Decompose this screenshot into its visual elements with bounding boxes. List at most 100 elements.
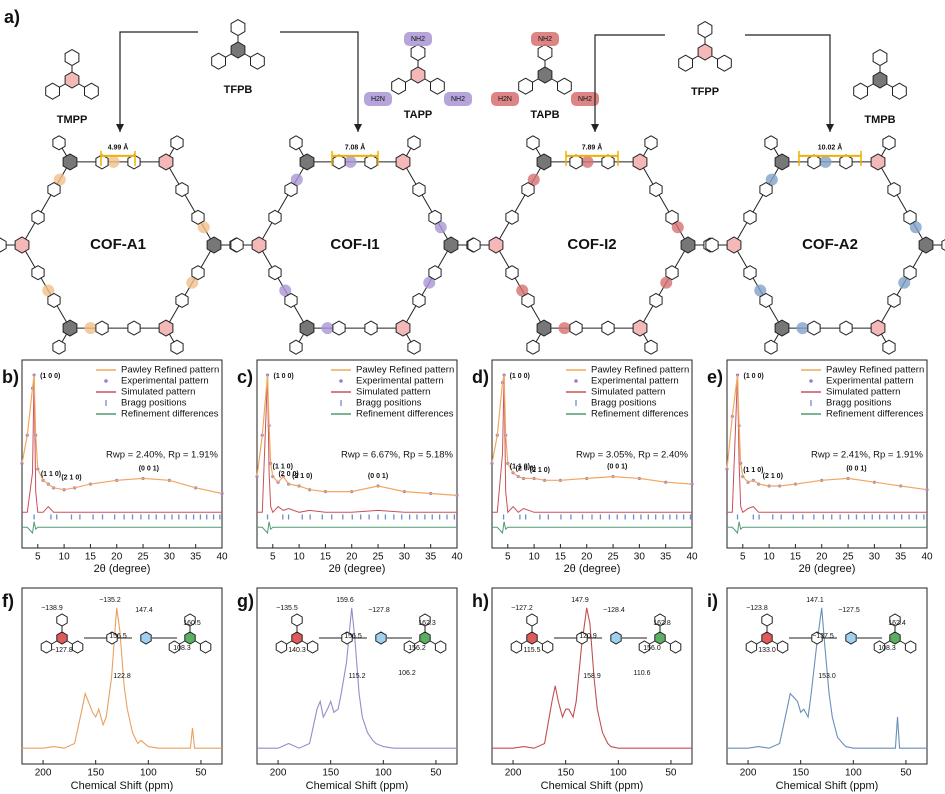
highlight <box>107 155 120 168</box>
legend-swatch <box>339 379 343 383</box>
ring <box>284 292 298 308</box>
ring <box>127 320 141 336</box>
ring <box>526 613 538 627</box>
ring <box>395 153 411 171</box>
legend-label: Pawley Refined pattern <box>591 365 689 376</box>
ring <box>332 320 346 336</box>
x-tick-label: 10 <box>59 552 71 563</box>
ring <box>332 154 346 170</box>
x-axis-label: 2θ (degree) <box>564 563 621 575</box>
pore-size: 10.02 Å <box>818 143 843 152</box>
legend-swatch <box>574 379 578 383</box>
x-tick-label: 15 <box>555 552 567 563</box>
bond <box>867 83 874 88</box>
ring <box>557 77 572 95</box>
legend-label: Refinement differences <box>356 409 454 420</box>
peak-label: (1 0 0) <box>274 373 294 380</box>
ring <box>870 153 886 171</box>
ring <box>71 640 84 654</box>
ring <box>62 153 78 171</box>
ring <box>904 640 917 654</box>
series-line <box>22 374 222 513</box>
ring <box>807 154 821 170</box>
ring <box>873 640 886 654</box>
shift-annotation: 133.0 <box>758 647 776 654</box>
shift-annotation: ~127.5 <box>838 607 860 614</box>
ring <box>569 154 583 170</box>
highlight <box>558 322 571 335</box>
x-axis-label: 2θ (degree) <box>94 563 151 575</box>
shift-annotation: 153.0 <box>818 673 836 680</box>
bond <box>884 640 891 645</box>
bond <box>886 83 893 88</box>
ring <box>759 182 773 198</box>
ring <box>106 631 118 645</box>
highlight <box>765 173 778 186</box>
plot-frame <box>726 359 928 549</box>
ring <box>168 640 181 654</box>
legend-label: Experimental pattern <box>591 376 679 387</box>
ring <box>807 320 821 336</box>
ring <box>410 66 426 84</box>
ring <box>505 265 519 281</box>
ring <box>250 52 265 70</box>
shift-annotation: 110.6 <box>634 670 651 677</box>
ring <box>521 292 535 308</box>
ring <box>52 339 66 355</box>
fit-text: Rwp = 2.41%, Rp = 1.91% <box>811 450 924 461</box>
ring <box>52 135 66 151</box>
bond <box>179 640 186 645</box>
group-bg <box>491 92 519 106</box>
ring <box>407 339 421 355</box>
x-tick-label: 40 <box>451 552 463 563</box>
arrow-head <box>591 124 599 132</box>
x-tick-label: 40 <box>921 552 933 563</box>
highlight <box>909 221 922 234</box>
bond <box>405 78 412 83</box>
x-axis-label: Chemical Shift (ppm) <box>541 780 644 792</box>
x-tick-label: 10 <box>294 552 306 563</box>
peak-label: (1 1 0) <box>510 463 530 470</box>
ring <box>275 640 288 654</box>
shift-annotation: 108.3 <box>878 645 896 652</box>
series-line <box>256 374 458 496</box>
ring <box>434 640 447 654</box>
ring <box>726 236 742 254</box>
x-axis-label: 2θ (degree) <box>329 563 386 575</box>
x-tick-label: 20 <box>111 552 123 563</box>
bond <box>899 640 906 645</box>
cof-name: COF-A1 <box>90 236 146 253</box>
ring <box>430 77 445 95</box>
panel-label: b) <box>2 367 19 387</box>
ring <box>669 640 682 654</box>
bond <box>711 55 718 60</box>
ring <box>364 154 378 170</box>
ring <box>853 82 868 100</box>
bond <box>301 640 308 645</box>
ring <box>918 236 934 254</box>
ring <box>649 182 663 198</box>
ring <box>175 182 189 198</box>
legend-label: Refinement differences <box>591 409 689 420</box>
pore-size: 4.99 Å <box>108 143 129 152</box>
ring <box>284 182 298 198</box>
ring <box>45 82 60 100</box>
legend-label: Bragg positions <box>356 398 422 409</box>
x-tick-label: 35 <box>660 552 672 563</box>
shift-annotation: ~128.4 <box>603 607 625 614</box>
x-tick-label: 5 <box>270 552 276 563</box>
peak-label: (1 0 0) <box>744 373 764 380</box>
shift-annotation: 147.4 <box>135 607 153 614</box>
legend-label: Bragg positions <box>121 398 187 409</box>
shift-annotation: 156.2 <box>408 645 426 652</box>
highlight <box>344 155 357 168</box>
plot-frame <box>21 359 223 549</box>
shift-annotation: 108.3 <box>173 645 191 652</box>
arrow-head <box>116 124 124 132</box>
experimental-point <box>925 488 929 492</box>
ring <box>764 339 778 355</box>
ring <box>526 135 540 151</box>
x-tick-label: 100 <box>845 768 862 779</box>
highlight <box>527 173 540 186</box>
cof-name: COF-I1 <box>330 236 379 253</box>
